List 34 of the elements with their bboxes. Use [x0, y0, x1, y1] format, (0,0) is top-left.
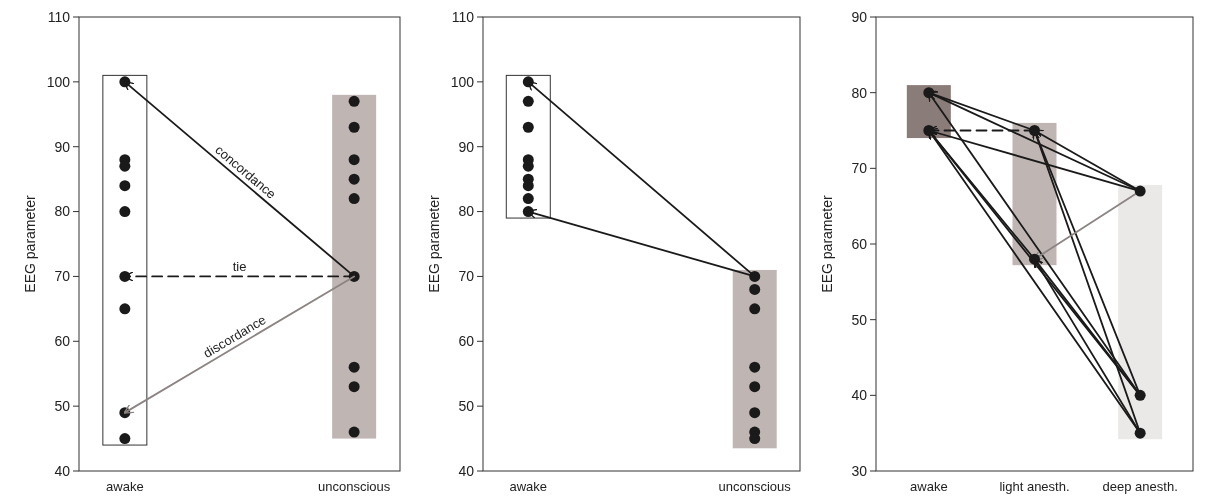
- x-tick-label: deep anesth.: [1102, 479, 1178, 494]
- y-tick-label: 110: [451, 8, 475, 25]
- x-tick-label: unconscious: [718, 479, 792, 494]
- y-tick-label: 30: [851, 462, 868, 479]
- y-tick-label: 60: [458, 333, 475, 350]
- y-tick-label: 90: [458, 138, 475, 155]
- y-tick-label: 90: [851, 8, 868, 25]
- y-tick-label: 70: [54, 268, 71, 285]
- x-tick-label: awake: [106, 479, 144, 494]
- y-tick-label: 90: [54, 138, 71, 155]
- y-tick-label: 40: [851, 387, 868, 404]
- y-axis-title: EEG parameter: [426, 195, 442, 293]
- y-axis-title: EEG parameter: [22, 195, 38, 293]
- x-tick-label: awake: [910, 479, 948, 494]
- y-tick-label: 80: [851, 84, 868, 101]
- y-tick-label: 40: [54, 462, 71, 479]
- y-tick-label: 60: [851, 235, 868, 252]
- series-label: tie: [232, 259, 247, 275]
- y-tick-label: 80: [54, 203, 71, 220]
- y-tick-label: 70: [458, 268, 475, 285]
- y-tick-label: 70: [851, 160, 868, 177]
- y-axis-title: EEG parameter: [819, 195, 835, 293]
- y-tick-label: 40: [458, 462, 475, 479]
- y-tick-label: 50: [851, 311, 868, 328]
- y-tick-label: 100: [450, 73, 475, 90]
- y-tick-label: 50: [54, 398, 71, 415]
- y-tick-label: 80: [458, 203, 475, 220]
- y-tick-label: 110: [47, 8, 71, 25]
- x-tick-label: unconscious: [318, 479, 391, 494]
- y-tick-label: 50: [458, 398, 475, 415]
- x-tick-label: light anesth.: [999, 479, 1070, 494]
- y-tick-label: 100: [46, 73, 71, 90]
- y-tick-label: 60: [54, 333, 71, 350]
- x-tick-label: awake: [509, 479, 548, 494]
